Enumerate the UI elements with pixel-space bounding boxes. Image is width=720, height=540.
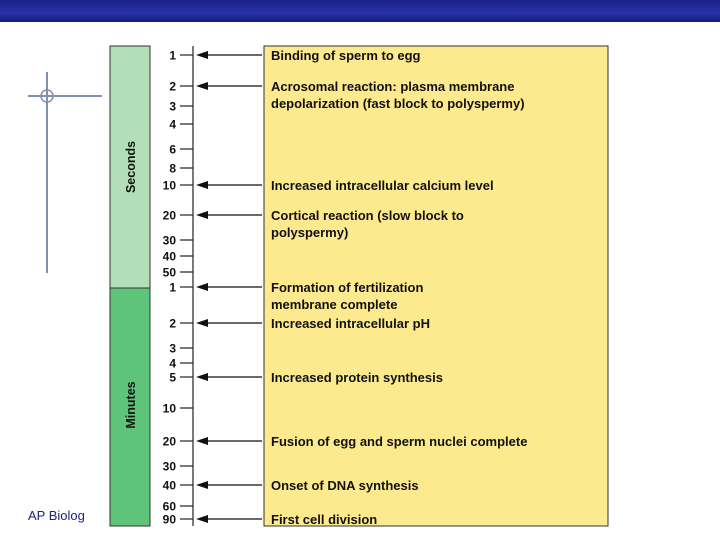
slide-header-bar — [0, 0, 720, 22]
tick-label-s30: 30 — [163, 234, 177, 248]
event-2: Increased intracellular calcium level — [196, 178, 494, 193]
tick-label-s2: 2 — [169, 80, 176, 94]
event-label: Binding of sperm to egg — [271, 48, 421, 63]
tick-label-s6: 6 — [169, 143, 176, 157]
events-panel — [263, 45, 609, 527]
event-label: Increased intracellular pH — [271, 316, 430, 331]
event-5: Increased intracellular pH — [196, 316, 430, 331]
arrow-head-icon — [196, 373, 208, 381]
tick-label-m4: 4 — [169, 357, 176, 371]
arrow-head-icon — [196, 515, 208, 523]
minutes-band — [109, 287, 151, 527]
tick-label-s8: 8 — [169, 162, 176, 176]
arrow-head-icon — [196, 211, 208, 219]
tick-label-m10: 10 — [163, 402, 177, 416]
tick-label-m3: 3 — [169, 342, 176, 356]
event-0: Binding of sperm to egg — [196, 48, 421, 63]
event-9: First cell division — [196, 512, 377, 527]
arrow-head-icon — [196, 481, 208, 489]
arrow-head-icon — [196, 319, 208, 327]
footer-course-label: AP Biolog — [28, 508, 85, 523]
tick-label-m5: 5 — [169, 371, 176, 385]
arrow-head-icon — [196, 283, 208, 291]
tick-label-m30: 30 — [163, 460, 177, 474]
event-label: Acrosomal reaction: plasma membrane — [271, 79, 514, 94]
tick-label-s40: 40 — [163, 250, 177, 264]
tick-label-s10: 10 — [163, 179, 177, 193]
event-label: Increased protein synthesis — [271, 370, 443, 385]
arrow-head-icon — [196, 51, 208, 59]
tick-label-m90: 90 — [163, 513, 177, 527]
tick-label-s3: 3 — [169, 100, 176, 114]
tick-label-m60: 60 — [163, 500, 177, 514]
event-1: Acrosomal reaction: plasma membrane depol… — [196, 79, 525, 111]
tick-label-s50: 50 — [163, 266, 177, 280]
event-label: Formation of fertilization — [271, 280, 423, 295]
event-label: Cortical reaction (slow block to — [271, 208, 464, 223]
event-label: Fusion of egg and sperm nuclei complete — [271, 434, 527, 449]
seconds-band — [109, 45, 151, 289]
seconds-label: Seconds — [124, 141, 138, 193]
tick-label-s20: 20 — [163, 209, 177, 223]
tick-label-m2: 2 — [169, 317, 176, 331]
arrow-head-icon — [196, 82, 208, 90]
event-label: First cell division — [271, 512, 377, 527]
event-7: Fusion of egg and sperm nuclei complete — [196, 434, 527, 449]
arrow-head-icon — [196, 181, 208, 189]
event-label: Onset of DNA synthesis — [271, 478, 419, 493]
arrow-head-icon — [196, 437, 208, 445]
tick-label-m1: 1 — [169, 281, 176, 295]
event-label: membrane complete — [271, 297, 397, 312]
tick-label-m40: 40 — [163, 479, 177, 493]
event-8: Onset of DNA synthesis — [196, 478, 419, 493]
event-6: Increased protein synthesis — [196, 370, 443, 385]
event-label: Increased intracellular calcium level — [271, 178, 494, 193]
header-divider — [0, 22, 720, 24]
event-label: polyspermy) — [271, 225, 348, 240]
event-4: Formation of fertilization membrane compl… — [196, 280, 423, 312]
tick-label-s1: 1 — [169, 49, 176, 63]
minutes-label: Minutes — [124, 381, 138, 428]
event-3: Cortical reaction (slow block to polysper… — [196, 208, 464, 240]
tick-label-s4: 4 — [169, 118, 176, 132]
tick-label-m20: 20 — [163, 435, 177, 449]
event-label: depolarization (fast block to polyspermy… — [271, 96, 525, 111]
